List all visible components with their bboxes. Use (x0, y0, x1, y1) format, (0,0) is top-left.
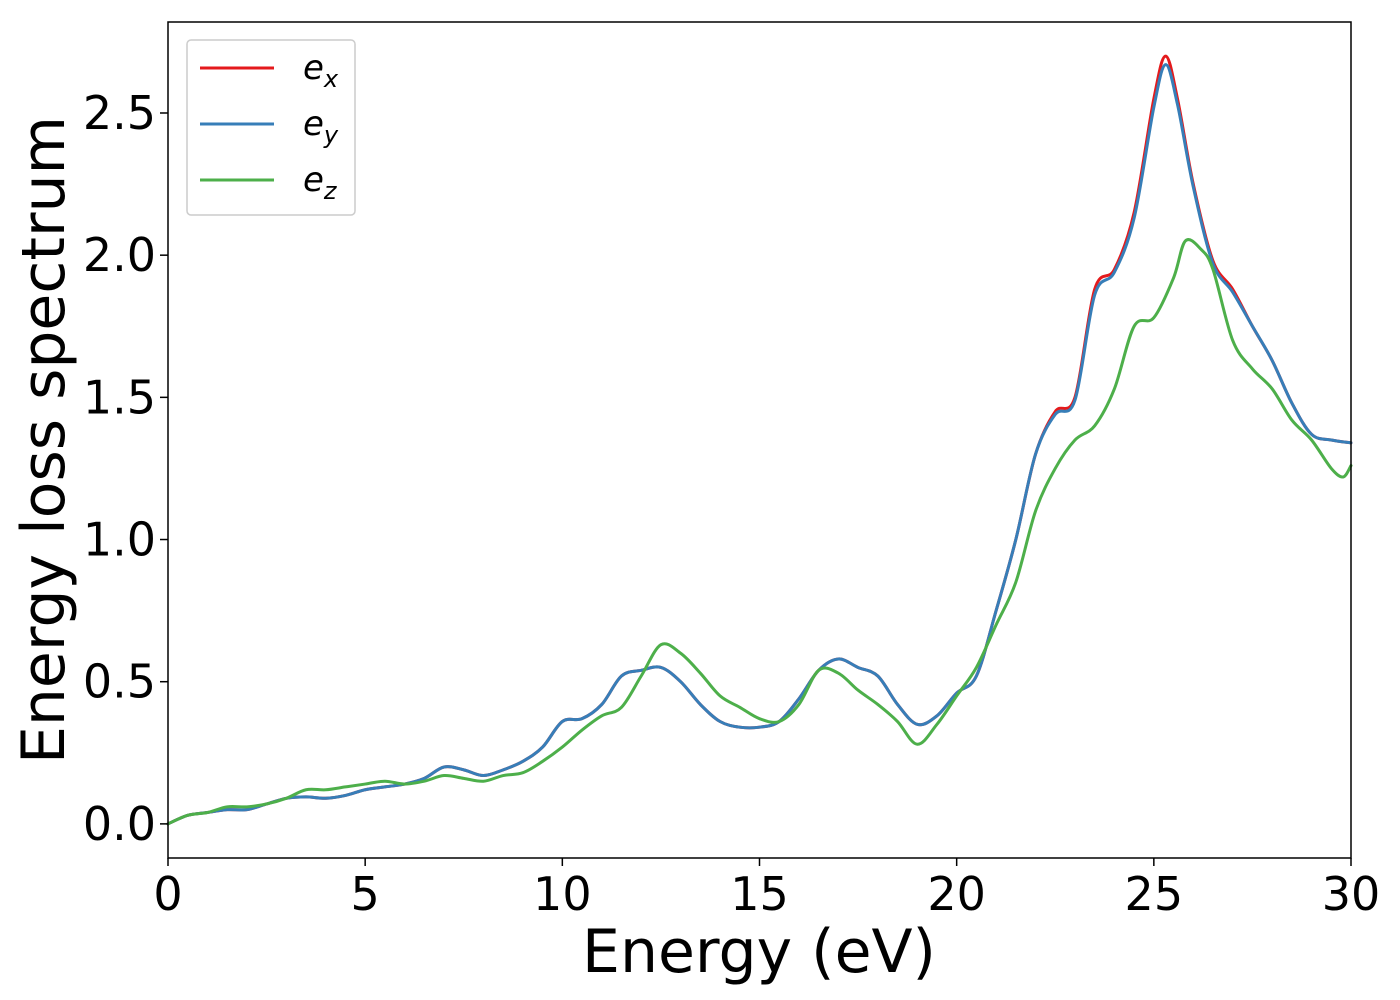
y-tick-label: 0.0 (83, 797, 156, 851)
x-tick-label: 5 (351, 867, 380, 921)
x-tick-label: 15 (730, 867, 789, 921)
x-tick-label: 10 (533, 867, 592, 921)
y-tick-label: 1.0 (83, 513, 156, 567)
x-tick-label: 20 (927, 867, 986, 921)
y-tick-label: 2.5 (83, 86, 156, 140)
legend-box (186, 39, 356, 216)
y-axis-title: Energy loss spectrum (9, 116, 79, 764)
x-tick-label: 30 (1322, 867, 1381, 921)
legend: ex ey ez (186, 39, 356, 216)
x-axis-title: Energy (eV) (582, 917, 936, 987)
x-tick-label: 25 (1125, 867, 1184, 921)
legend-label-y: ey (303, 104, 339, 149)
legend-items: ex ey ez (200, 48, 339, 205)
x-tick-label: 0 (153, 867, 182, 921)
y-tick-label: 2.0 (83, 228, 156, 282)
legend-label-x: ex (303, 48, 339, 93)
y-tick-label: 0.5 (83, 655, 156, 709)
y-axis-ticks: 0.0 0.5 1.0 1.5 2.0 2.5 (83, 86, 168, 851)
legend-label-z: ez (303, 160, 338, 205)
y-tick-label: 1.5 (83, 370, 156, 424)
series-line-z (166, 238, 1353, 826)
x-axis-ticks: 0 5 10 15 20 25 30 (153, 858, 1380, 921)
series-layer (166, 54, 1353, 826)
